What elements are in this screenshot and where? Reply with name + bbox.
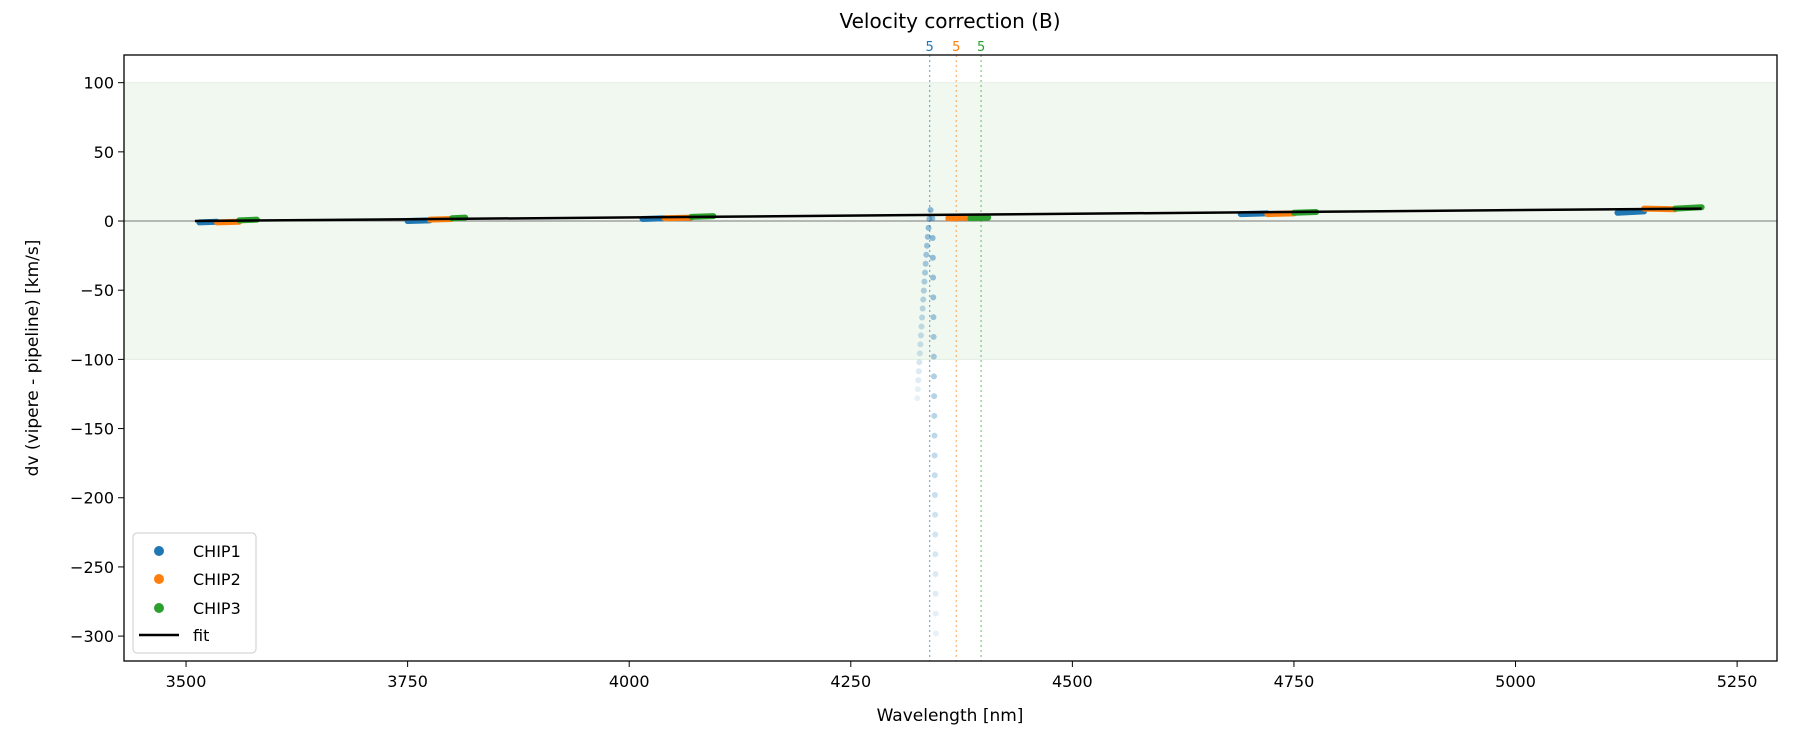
data-segment-chip2 — [945, 214, 971, 222]
x-tick-label: 5250 — [1717, 672, 1758, 691]
legend-marker-chip1 — [154, 546, 164, 556]
outlier-point — [932, 511, 939, 518]
outlier-point — [927, 206, 934, 213]
outlier-point — [918, 323, 925, 330]
legend-label-chip1: CHIP1 — [193, 542, 241, 561]
outlier-point — [915, 368, 922, 375]
outlier-point — [932, 531, 939, 538]
data-segment-chip3 — [967, 214, 992, 222]
outlier-point — [916, 350, 923, 357]
outlier-point — [921, 278, 928, 285]
x-tick-label: 4500 — [1052, 672, 1093, 691]
x-tick-label: 3500 — [166, 672, 207, 691]
order-marker-label: 5 — [977, 40, 985, 55]
outlier-point — [932, 571, 939, 578]
x-tick-label: 4250 — [830, 672, 871, 691]
order-marker-label: 5 — [952, 40, 960, 55]
outlier-point — [930, 353, 937, 360]
y-tick-label: −100 — [70, 350, 114, 369]
outlier-point — [930, 294, 937, 301]
y-tick-label: −150 — [70, 420, 114, 439]
outlier-point — [930, 314, 937, 321]
x-tick-label: 5000 — [1495, 672, 1536, 691]
x-axis-label: Wavelength [nm] — [877, 706, 1024, 726]
outlier-point — [917, 341, 924, 348]
y-axis-label: dv (vipere - pipeline) [km/s] — [23, 240, 43, 477]
outlier-point — [930, 333, 937, 340]
data-segment-chip1 — [1614, 208, 1648, 216]
outlier-point — [931, 412, 938, 419]
outlier-point — [922, 269, 929, 276]
fit-line — [194, 207, 1702, 223]
outlier-point — [929, 235, 936, 242]
y-tick-label: 0 — [104, 212, 114, 231]
outlier-point — [929, 215, 936, 222]
y-tick-label: −50 — [80, 281, 114, 300]
x-tick-label: 3750 — [387, 672, 428, 691]
legend-label-chip3: CHIP3 — [193, 599, 241, 618]
outlier-point — [931, 432, 938, 439]
outlier-point — [932, 630, 939, 637]
outlier-point — [919, 314, 926, 321]
axes-frame — [123, 54, 1778, 662]
outlier-point — [931, 472, 938, 479]
outlier-point — [932, 590, 939, 597]
outlier-point — [924, 242, 931, 249]
outlier-point — [932, 610, 939, 617]
outlier-point — [920, 287, 927, 294]
data-segment-chip1 — [1237, 210, 1271, 218]
outlier-point — [929, 254, 936, 261]
outlier-point — [931, 393, 938, 400]
legend-label-fit: fit — [193, 626, 209, 645]
outlier-point — [925, 224, 932, 231]
y-tick-label: −200 — [70, 489, 114, 508]
outlier-point — [931, 491, 938, 498]
x-tick-label: 4750 — [1274, 672, 1315, 691]
outlier-point — [923, 251, 930, 258]
outlier-point — [914, 395, 921, 402]
chart-title: Velocity correction (B) — [840, 9, 1061, 33]
outlier-point — [930, 274, 937, 281]
y-tick-label: −300 — [70, 627, 114, 646]
outlier-point — [917, 332, 924, 339]
data-segment-chip2 — [1264, 210, 1297, 218]
outlier-point — [914, 386, 921, 393]
legend: CHIP1 CHIP2 CHIP3 fit — [132, 532, 257, 654]
outlier-point — [931, 452, 938, 459]
outlier-point — [930, 373, 937, 380]
y-tick-label: 100 — [83, 74, 114, 93]
legend-label-chip2: CHIP2 — [193, 570, 241, 589]
data-segment-chip1 — [404, 217, 433, 225]
y-tick-label: −250 — [70, 558, 114, 577]
order-marker-label: 5 — [926, 40, 934, 55]
outlier-point — [920, 296, 927, 303]
outlier-point — [915, 377, 922, 384]
y-tick-label: 50 — [94, 143, 114, 162]
x-tick-label: 4000 — [609, 672, 650, 691]
outlier-point — [916, 359, 923, 366]
outlier-point — [932, 551, 939, 558]
legend-marker-chip3 — [154, 603, 164, 613]
outlier-point — [919, 305, 926, 312]
legend-frame — [132, 532, 257, 654]
legend-marker-chip2 — [154, 574, 164, 584]
outlier-point — [922, 260, 929, 267]
